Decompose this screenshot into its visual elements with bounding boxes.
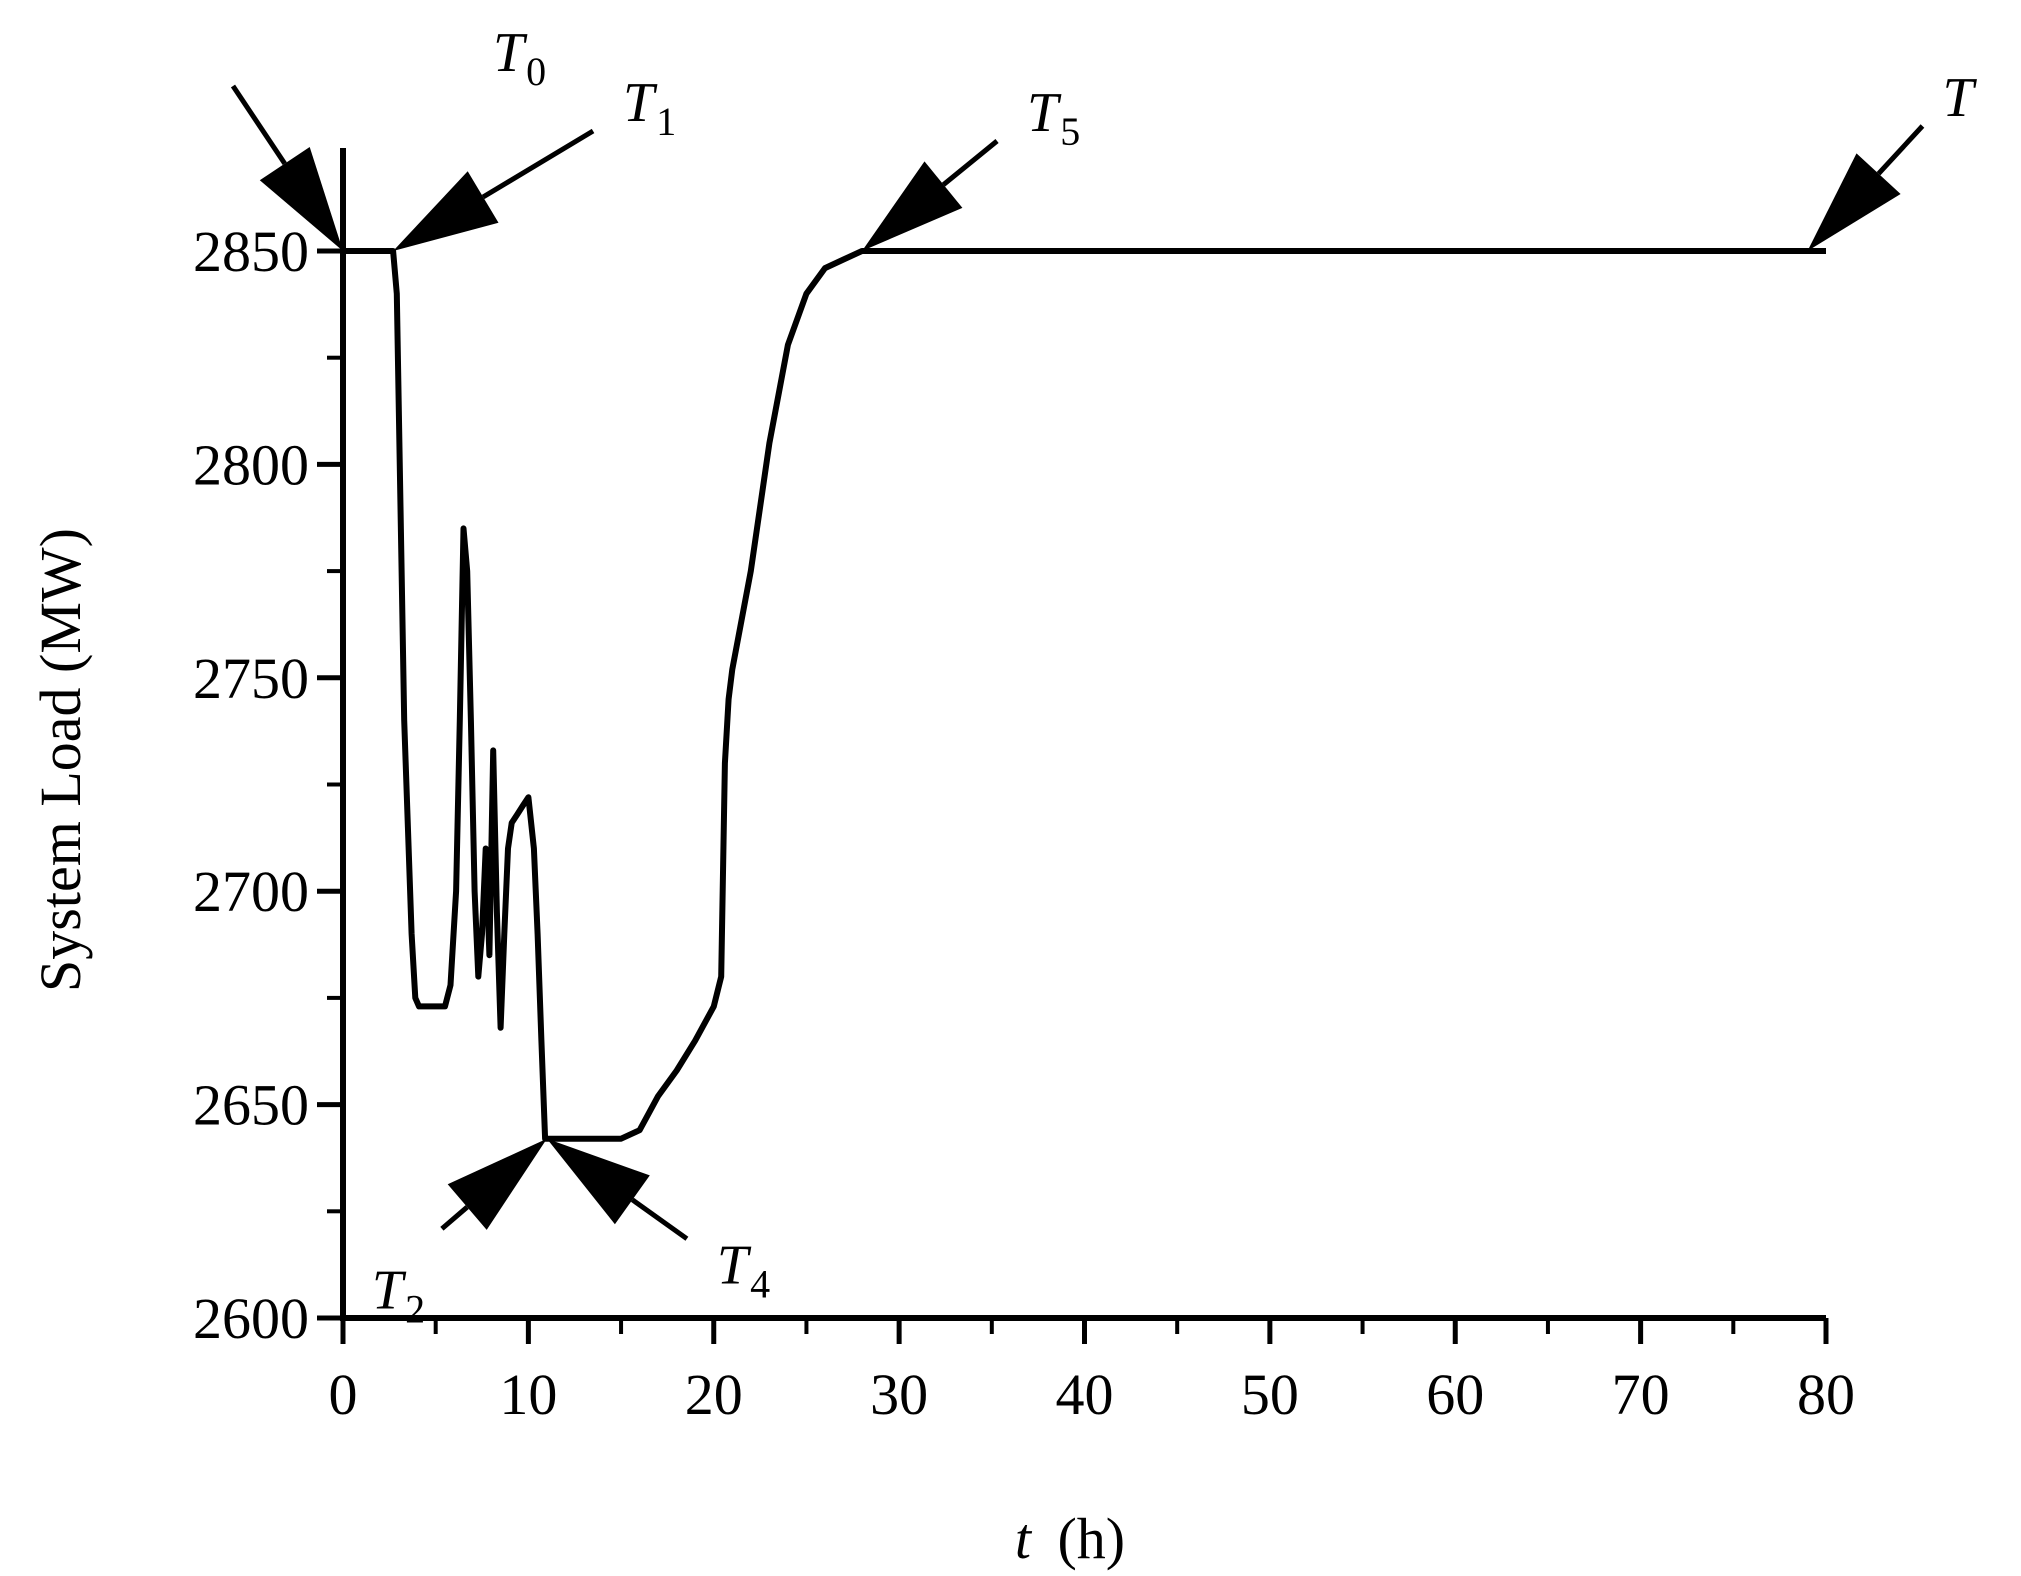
- y-tick-label: 2800: [193, 432, 309, 497]
- annotation-label-base: T: [372, 1260, 407, 1322]
- x-tick-label: 70: [1612, 1362, 1670, 1427]
- x-axis-title: t (h): [1015, 1506, 1125, 1571]
- x-tick-label: 40: [1056, 1362, 1114, 1427]
- annotation-label: T4: [717, 1235, 770, 1307]
- x-axis-title-var: t: [1015, 1506, 1033, 1571]
- annotation-label-base: T: [493, 22, 528, 84]
- series-line-system-load: [343, 248, 1826, 1142]
- annotation-arrow-head: [447, 1138, 547, 1230]
- annotation-arrow-head: [862, 161, 963, 251]
- annotation-arrow-head: [393, 171, 499, 251]
- y-tick-label: 2850: [193, 219, 309, 284]
- annotation-arrow-shaft: [941, 139, 999, 187]
- annotation-label-base: T: [717, 1235, 752, 1297]
- annotation-label: T0: [493, 22, 546, 94]
- annotation-arrow-shaft: [481, 128, 595, 200]
- annotation-label-subscript: 1: [656, 99, 676, 144]
- annotation-t: T: [1807, 67, 1977, 251]
- annotation-arrow-shaft: [1876, 124, 1925, 176]
- annotation-arrow-head: [1807, 153, 1901, 251]
- annotation-label: T2: [372, 1260, 425, 1332]
- annotation-label-subscript: 0: [526, 49, 546, 94]
- annotation-arrow-shaft: [230, 84, 287, 166]
- ticks: [317, 248, 1829, 1344]
- x-tick-label: 0: [329, 1362, 358, 1427]
- annotation-label-base: T: [1942, 67, 1977, 129]
- y-tick-label: 2600: [193, 1286, 309, 1351]
- annotation-arrow-shaft: [630, 1197, 689, 1241]
- y-axis-title: System Load (MW): [28, 528, 93, 992]
- annotation-label-subscript: 2: [405, 1287, 425, 1332]
- x-tick-label: 50: [1241, 1362, 1299, 1427]
- annotation-label: T1: [623, 72, 676, 144]
- annotation-t5: T5: [862, 82, 1080, 251]
- annotation-arrow-head: [546, 1138, 650, 1225]
- tick-labels: 0 10 20 30 40 50 60 70 80 2600 2650 2700 2750 2800 285…: [193, 219, 1855, 1427]
- annotation-label-subscript: 4: [750, 1262, 770, 1307]
- x-tick-label: 60: [1426, 1362, 1484, 1427]
- annotation-t0: T0: [230, 22, 546, 251]
- annotation-label: T: [1942, 67, 1977, 129]
- annotation-label-subscript: 5: [1060, 109, 1080, 154]
- x-tick-label: 30: [870, 1362, 928, 1427]
- annotation-label-base: T: [1027, 82, 1062, 144]
- annotation-arrow-shaft: [440, 1205, 469, 1231]
- x-axis-title-unit: (h): [1057, 1506, 1125, 1571]
- x-tick-label: 20: [685, 1362, 743, 1427]
- y-tick-label: 2650: [193, 1073, 309, 1138]
- annotation-t2: T2: [372, 1138, 547, 1332]
- x-tick-label: 10: [499, 1362, 557, 1427]
- x-tick-label: 80: [1797, 1362, 1855, 1427]
- annotation-label-base: T: [623, 72, 658, 134]
- y-tick-label: 2700: [193, 859, 309, 924]
- y-tick-label: 2750: [193, 646, 309, 711]
- annotation-t4: T4: [546, 1138, 770, 1307]
- annotation-t1: T1: [393, 72, 676, 251]
- annotation-arrow-head: [259, 147, 343, 251]
- annotation-label: T5: [1027, 82, 1080, 154]
